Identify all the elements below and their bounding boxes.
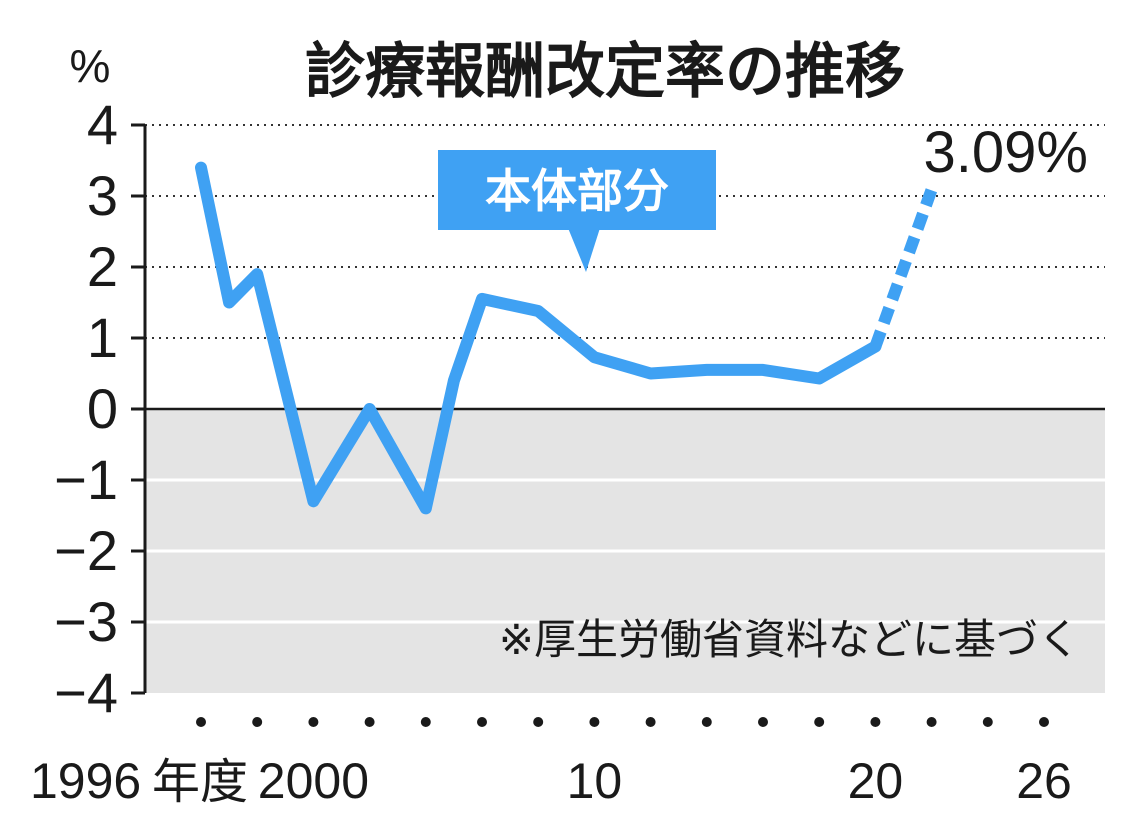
x-dots xyxy=(196,717,1049,727)
series xyxy=(195,161,938,515)
y-tick-label: −3 xyxy=(54,590,118,653)
callout-pointer xyxy=(568,228,600,272)
x-dot xyxy=(758,717,768,727)
y-tick-label: −1 xyxy=(54,448,118,511)
y-ticks: 4 3 2 1 0 −1 −2 −3 −4 xyxy=(54,93,145,724)
series-line xyxy=(195,161,882,515)
x-dot xyxy=(1039,717,1049,727)
x-dot xyxy=(308,717,319,727)
x-dot xyxy=(196,717,206,727)
y-tick-label: 2 xyxy=(87,235,118,298)
y-tick-label: 4 xyxy=(87,93,118,156)
x-dot xyxy=(533,717,544,727)
x-dot xyxy=(926,717,937,727)
x-dot xyxy=(645,717,656,727)
x-dot xyxy=(814,717,825,727)
x-tick-label: 2000 xyxy=(258,753,369,809)
source-note: ※厚生労働省資料などに基づく xyxy=(499,615,1080,664)
x-dot xyxy=(589,717,600,727)
chart-title: 診療報酬改定率の推移 xyxy=(305,37,905,107)
x-dot xyxy=(420,717,431,727)
x-labels: 1996 年度 2000 10 20 26 xyxy=(30,753,1072,810)
callout-box xyxy=(438,150,716,230)
x-dot xyxy=(252,717,263,727)
y-tick-label: 0 xyxy=(87,377,118,440)
x-tick-label: 1996 xyxy=(30,753,141,809)
x-tick-label: 10 xyxy=(567,753,623,809)
end-value-label: 3.09% xyxy=(924,120,1088,185)
series-line-dashed xyxy=(869,187,938,349)
y-tick-label: −2 xyxy=(54,519,118,582)
x-dot xyxy=(477,717,487,727)
y-unit-label: % xyxy=(70,40,111,92)
y-tick-label: −4 xyxy=(54,661,118,724)
x-tick-label: 26 xyxy=(1016,753,1072,809)
callout-badge: 本体部分 xyxy=(438,150,716,272)
y-tick-label: 1 xyxy=(87,306,118,369)
x-tick-suffix: 年度 xyxy=(152,754,248,810)
y-tick-label: 3 xyxy=(87,164,118,227)
x-dot xyxy=(982,717,993,727)
callout-label: 本体部分 xyxy=(485,164,669,218)
x-dot xyxy=(364,717,375,727)
x-dot xyxy=(870,717,881,727)
x-dot xyxy=(701,717,712,727)
x-tick-label: 20 xyxy=(848,753,904,809)
